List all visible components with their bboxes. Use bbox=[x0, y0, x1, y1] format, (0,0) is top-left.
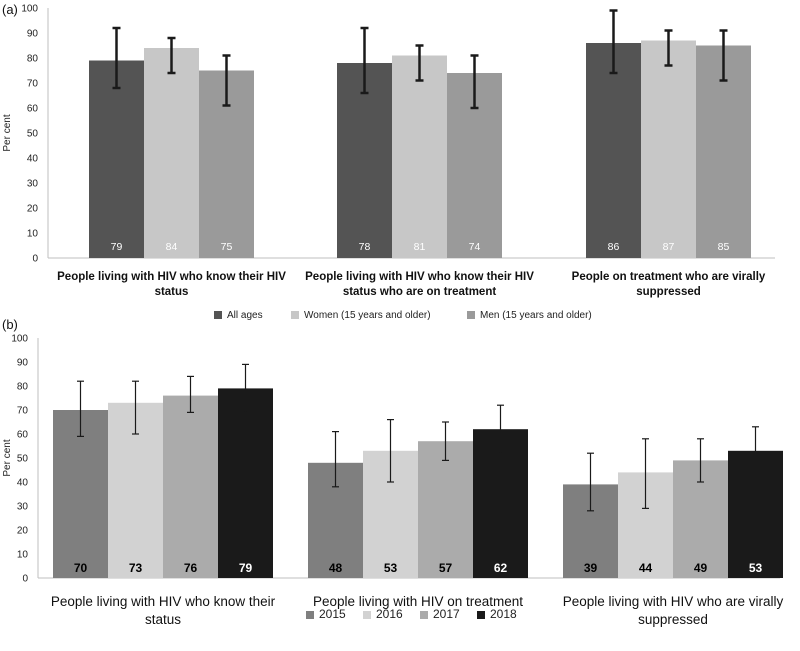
chart-a-data-label: 75 bbox=[221, 241, 233, 253]
chart-b-data-label: 53 bbox=[384, 561, 398, 575]
chart-b-y-tick-label: 20 bbox=[17, 526, 29, 537]
chart-b-y-tick-label: 50 bbox=[17, 454, 29, 465]
chart-a-y-tick-label: 0 bbox=[32, 254, 38, 265]
chart-b-y-tick-label: 80 bbox=[17, 382, 29, 393]
chart-a-y-tick-label: 20 bbox=[27, 204, 39, 215]
chart-a-bar bbox=[392, 55, 447, 258]
chart-a-data-label: 74 bbox=[469, 241, 481, 253]
chart-b-data-label: 44 bbox=[639, 561, 653, 575]
chart-a-category-label: status who are on treatment bbox=[343, 286, 497, 298]
chart-b-y-tick-label: 70 bbox=[17, 406, 29, 417]
chart-a-bar bbox=[144, 48, 199, 258]
chart-a-legend-label: Women (15 years and older) bbox=[304, 310, 431, 321]
chart-a-y-axis-label: Per cent bbox=[2, 114, 13, 151]
chart-b-legend-label: 2015 bbox=[319, 607, 346, 621]
chart-b-legend-label: 2016 bbox=[376, 607, 403, 621]
chart-b-data-label: 49 bbox=[694, 561, 708, 575]
chart-b-bar bbox=[473, 429, 528, 578]
chart-a-data-label: 85 bbox=[718, 241, 730, 253]
chart-b-legend-swatch bbox=[306, 611, 314, 619]
chart-b-data-label: 73 bbox=[129, 561, 143, 575]
chart-a-data-label: 84 bbox=[166, 241, 178, 253]
chart-b-data-label: 70 bbox=[74, 561, 88, 575]
chart-a-y-tick-label: 40 bbox=[27, 154, 39, 165]
chart-b-y-tick-label: 10 bbox=[17, 550, 29, 561]
chart-a-data-label: 86 bbox=[608, 241, 620, 253]
chart-b-bar bbox=[163, 395, 218, 578]
chart-b-category-label: People living with HIV who are virally bbox=[563, 594, 784, 609]
chart-a-legend-swatch bbox=[214, 311, 222, 319]
chart-b-data-label: 76 bbox=[184, 561, 198, 575]
chart-a-y-tick-label: 50 bbox=[27, 129, 39, 140]
chart-b-y-tick-label: 40 bbox=[17, 478, 29, 489]
chart-a-data-label: 79 bbox=[111, 241, 123, 253]
chart-a-y-tick-label: 100 bbox=[21, 4, 38, 15]
chart-b-y-tick-label: 90 bbox=[17, 358, 29, 369]
chart-a-bar bbox=[641, 40, 696, 258]
chart-a-category-label: status bbox=[155, 286, 189, 298]
chart-a-legend-label: All ages bbox=[227, 310, 263, 321]
chart-a-category-label: People on treatment who are virally bbox=[572, 271, 766, 283]
chart-b-y-axis-label: Per cent bbox=[2, 439, 13, 476]
chart-b-data-label: 39 bbox=[584, 561, 598, 575]
chart-b-data-label: 79 bbox=[239, 561, 253, 575]
chart-b-data-label: 57 bbox=[439, 561, 453, 575]
chart-a-y-tick-label: 80 bbox=[27, 54, 39, 65]
chart-b-category-label: People living with HIV who know their bbox=[51, 594, 276, 609]
chart-b-data-label: 53 bbox=[749, 561, 763, 575]
chart-a-y-tick-label: 10 bbox=[27, 229, 39, 240]
chart-b-legend-swatch bbox=[477, 611, 485, 619]
chart-a-legend-swatch bbox=[467, 311, 475, 319]
chart-a-data-label: 87 bbox=[663, 241, 675, 253]
chart-a-bar bbox=[337, 63, 392, 258]
chart-a-legend-swatch bbox=[291, 311, 299, 319]
chart-a-legend-label: Men (15 years and older) bbox=[480, 310, 592, 321]
chart-b-category-label: suppressed bbox=[638, 612, 708, 627]
chart-b-legend-swatch bbox=[420, 611, 428, 619]
chart-a-category-label: People living with HIV who know their HI… bbox=[57, 271, 286, 283]
chart-b-y-tick-label: 60 bbox=[17, 430, 29, 441]
chart-a-y-tick-label: 70 bbox=[27, 79, 39, 90]
chart-b-category-label: People living with HIV on treatment bbox=[313, 594, 523, 609]
chart-b-y-tick-label: 100 bbox=[11, 334, 28, 345]
chart-b-data-label: 62 bbox=[494, 561, 508, 575]
chart-a-bar bbox=[586, 43, 641, 258]
chart-b-bar bbox=[418, 441, 473, 578]
chart-a-panel-label: (a) bbox=[2, 2, 18, 17]
chart-a-y-tick-label: 60 bbox=[27, 104, 39, 115]
chart-b-y-tick-label: 30 bbox=[17, 502, 29, 513]
chart-b-legend-label: 2017 bbox=[433, 607, 460, 621]
chart-b-bar bbox=[218, 388, 273, 578]
chart-a-bar bbox=[89, 60, 144, 258]
chart-b-legend-label: 2018 bbox=[490, 607, 517, 621]
chart-a-data-label: 78 bbox=[359, 241, 371, 253]
chart-b-data-label: 48 bbox=[329, 561, 343, 575]
chart-a-data-label: 81 bbox=[414, 241, 426, 253]
chart-a-y-tick-label: 30 bbox=[27, 179, 39, 190]
chart-a-category-label: People living with HIV who know their HI… bbox=[305, 271, 534, 283]
chart-b-panel-label: (b) bbox=[2, 317, 18, 332]
chart-a-y-tick-label: 90 bbox=[27, 29, 39, 40]
chart-b-y-tick-label: 0 bbox=[22, 574, 28, 585]
chart-b-category-label: status bbox=[145, 612, 181, 627]
chart-a-category-label: suppressed bbox=[636, 286, 701, 298]
chart-b-bar bbox=[53, 410, 108, 578]
chart-b-legend-swatch bbox=[363, 611, 371, 619]
